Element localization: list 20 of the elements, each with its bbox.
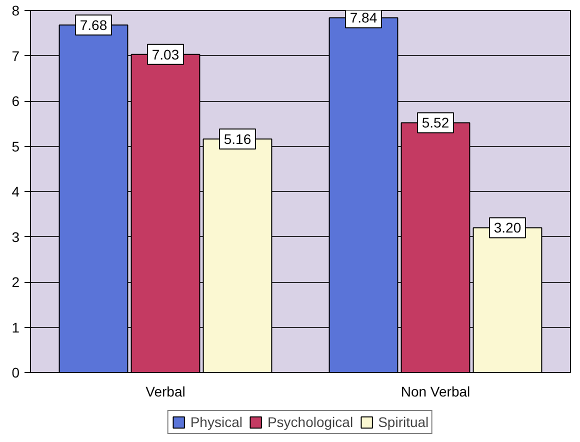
data-label: 7.84 [350,10,378,26]
y-tick-label: 5 [12,138,20,154]
data-label: 7.68 [80,16,108,33]
y-tick-label: 6 [12,93,20,109]
y-tick-label: 7 [12,48,20,64]
x-tick-label: Verbal [146,384,186,400]
y-tick-label: 4 [12,184,20,200]
y-tick-label: 8 [12,2,20,18]
legend-label: Spiritual [378,414,429,430]
x-tick-label: Non Verbal [400,384,470,400]
legend-label: Psychological [267,414,354,430]
y-tick-label: 2 [12,274,20,290]
data-label: 5.16 [224,131,252,148]
y-tick-label: 0 [12,364,20,380]
data-label: 5.52 [422,114,450,131]
y-tick-label: 3 [12,228,20,245]
data-label: 3.20 [494,220,522,236]
y-tick-label: 1 [12,319,20,336]
legend-label: Physical [190,414,242,430]
data-label: 7.03 [152,46,180,62]
